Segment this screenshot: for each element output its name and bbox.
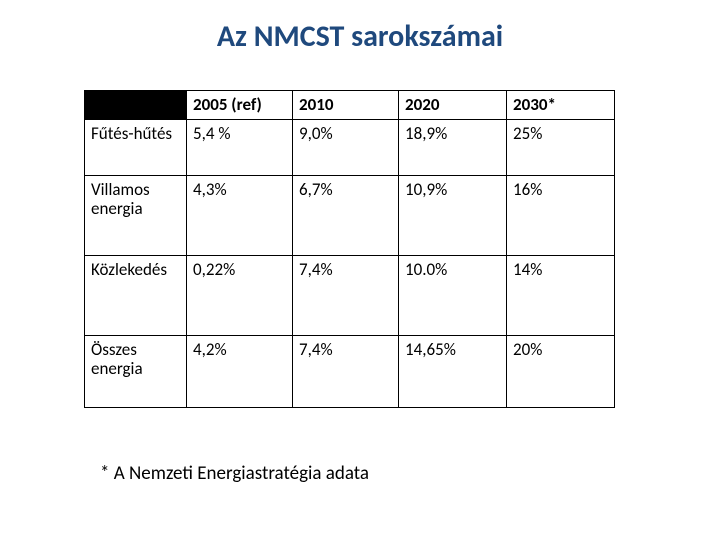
row-label: Összes energia xyxy=(85,336,186,383)
slide: Az NMCST sarokszámai 2005 (ref) 2010 202… xyxy=(0,0,720,540)
data-cell: 14,65% xyxy=(399,335,507,407)
row-label-cell: Villamos energia xyxy=(85,175,187,255)
cell-value: 6,7% xyxy=(293,176,398,204)
data-cell: 7,4% xyxy=(293,335,399,407)
row-label-cell: Fűtés-hűtés xyxy=(85,119,187,175)
header-blank xyxy=(85,91,187,120)
table-row: Összes energia 4,2% 7,4% 14,65% 20% xyxy=(85,335,615,407)
col-header: 2020 xyxy=(399,91,507,120)
data-cell: 6,7% xyxy=(293,175,399,255)
footnote: * A Nemzeti Energiastratégia adata xyxy=(100,462,369,485)
cell-value: 16% xyxy=(507,176,614,204)
cell-value: 25% xyxy=(507,120,614,148)
cell-value: 14% xyxy=(507,256,614,284)
cell-value: 9,0% xyxy=(293,120,398,148)
row-label: Fűtés-hűtés xyxy=(85,120,186,148)
table-header-row: 2005 (ref) 2010 2020 2030* xyxy=(85,91,615,120)
cell-value: 7,4% xyxy=(293,256,398,284)
table-container: 2005 (ref) 2010 2020 2030* Fűtés-hűtés 5… xyxy=(84,90,614,408)
col-header-label: 2005 (ref) xyxy=(187,91,292,119)
data-cell: 16% xyxy=(507,175,615,255)
cell-value: 14,65% xyxy=(399,336,506,364)
data-cell: 10.0% xyxy=(399,255,507,335)
table-row: Fűtés-hűtés 5,4 % 9,0% 18,9% 25% xyxy=(85,119,615,175)
cell-value: 20% xyxy=(507,336,614,364)
table-row: Közlekedés 0,22% 7,4% 10.0% 14% xyxy=(85,255,615,335)
page-title: Az NMCST sarokszámai xyxy=(0,18,720,55)
data-cell: 25% xyxy=(507,119,615,175)
col-header-label: 2020 xyxy=(399,91,506,119)
cell-value: 10,9% xyxy=(399,176,506,204)
data-cell: 4,3% xyxy=(187,175,293,255)
data-cell: 20% xyxy=(507,335,615,407)
data-cell: 10,9% xyxy=(399,175,507,255)
row-label: Közlekedés xyxy=(85,256,186,284)
data-cell: 18,9% xyxy=(399,119,507,175)
data-cell: 7,4% xyxy=(293,255,399,335)
data-cell: 14% xyxy=(507,255,615,335)
col-header-label: 2010 xyxy=(293,91,398,119)
col-header: 2010 xyxy=(293,91,399,120)
row-label-cell: Összes energia xyxy=(85,335,187,407)
data-cell: 9,0% xyxy=(293,119,399,175)
cell-value: 18,9% xyxy=(399,120,506,148)
cell-value: 0,22% xyxy=(187,256,292,284)
col-header-label: 2030* xyxy=(507,91,614,119)
cell-value: 7,4% xyxy=(293,336,398,364)
data-cell: 5,4 % xyxy=(187,119,293,175)
cell-value: 4,2% xyxy=(187,336,292,364)
row-label-cell: Közlekedés xyxy=(85,255,187,335)
col-header: 2005 (ref) xyxy=(187,91,293,120)
cell-value: 4,3% xyxy=(187,176,292,204)
row-label: Villamos energia xyxy=(85,176,186,223)
data-cell: 0,22% xyxy=(187,255,293,335)
data-cell: 4,2% xyxy=(187,335,293,407)
cell-value: 10.0% xyxy=(399,256,506,284)
table-row: Villamos energia 4,3% 6,7% 10,9% 16% xyxy=(85,175,615,255)
cell-value: 5,4 % xyxy=(187,120,292,148)
col-header: 2030* xyxy=(507,91,615,120)
data-table: 2005 (ref) 2010 2020 2030* Fűtés-hűtés 5… xyxy=(84,90,615,408)
